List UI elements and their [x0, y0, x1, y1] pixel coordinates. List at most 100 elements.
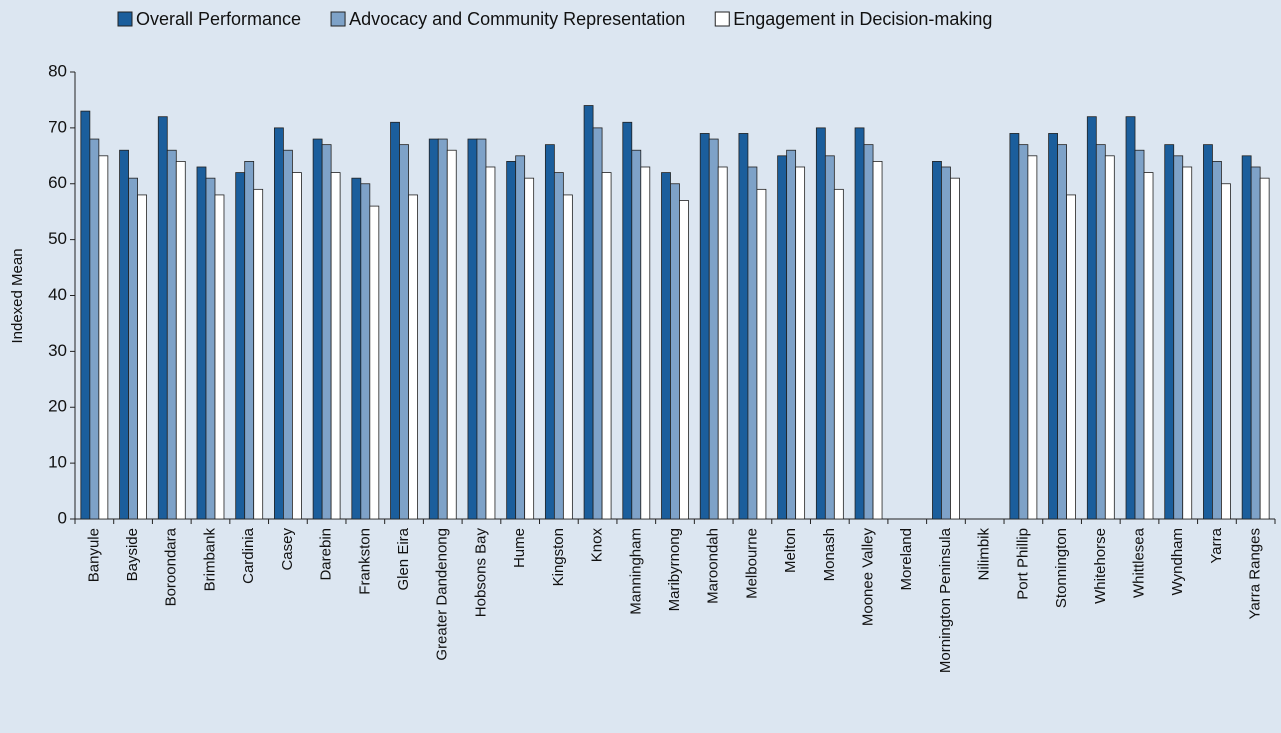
legend-swatch [330, 11, 346, 27]
legend-swatch [714, 11, 730, 27]
x-tick-label: Greater Dandenong [434, 528, 451, 661]
bar [214, 194, 225, 520]
legend-label: Advocacy and Community Representation [349, 9, 685, 29]
bar [1125, 116, 1136, 520]
bar [756, 188, 767, 520]
legend-label: Overall Performance [136, 9, 301, 29]
bar [1009, 133, 1020, 520]
bar [1203, 144, 1213, 520]
bar [777, 155, 788, 520]
x-tick-label: Whittlesea [1130, 527, 1147, 598]
x-tick-label: Moonee Valley [860, 528, 877, 627]
bar [1095, 144, 1106, 520]
x-tick-label: Mornington Peninsula [937, 527, 954, 673]
bar [408, 194, 418, 520]
bar [1048, 133, 1058, 520]
bar [1086, 116, 1097, 520]
bar [1027, 155, 1038, 520]
x-tick-label: Stonnington [1053, 528, 1070, 608]
bar [390, 121, 400, 520]
bar [166, 149, 177, 520]
bar [1164, 144, 1175, 520]
bar [1241, 155, 1252, 520]
bar [1182, 166, 1193, 520]
y-tick-label: 50 [48, 229, 67, 248]
bar [1221, 183, 1231, 520]
bar [815, 127, 826, 520]
bar [640, 166, 651, 520]
x-tick-label: Cardinia [240, 527, 257, 584]
bar [253, 188, 264, 520]
bar [661, 172, 671, 520]
x-tick-label: Bayside [124, 528, 141, 581]
x-tick-label: Maroondah [705, 528, 722, 604]
bar [1212, 160, 1222, 520]
y-tick-label: 40 [48, 285, 67, 304]
bar [1066, 194, 1076, 520]
y-axis-label: Indexed Mean [9, 248, 26, 343]
bar [1173, 155, 1184, 520]
x-tick-label: Manningham [627, 528, 644, 615]
bar [747, 166, 758, 520]
bar [292, 172, 302, 520]
bar [175, 160, 186, 520]
x-tick-label: Darebin [318, 528, 335, 581]
x-tick-label: Yarra [1208, 527, 1225, 563]
bar [1104, 155, 1115, 520]
bar [932, 160, 942, 520]
x-tick-label: Monash [821, 528, 838, 581]
bar [941, 166, 951, 520]
x-tick-label: Knox [589, 528, 606, 563]
x-tick-label: Brimbank [201, 528, 218, 592]
x-tick-label: Port Phillip [1014, 528, 1031, 600]
bar [330, 172, 341, 520]
bar [1018, 144, 1029, 520]
bar [795, 166, 806, 520]
bar [369, 205, 380, 520]
x-tick-label: Casey [279, 528, 296, 571]
x-tick-label: Melbourne [743, 528, 760, 599]
bar [738, 133, 749, 520]
legend-label: Engagement in Decision-making [733, 9, 992, 29]
x-tick-label: Moreland [898, 528, 915, 591]
bar [428, 138, 439, 520]
x-tick-label: Boroondara [163, 527, 180, 606]
bar [1134, 149, 1145, 520]
bar [137, 194, 147, 520]
bar [950, 177, 960, 520]
y-tick-label: 60 [48, 173, 67, 192]
bar [244, 160, 255, 520]
bar [157, 116, 168, 520]
bar [544, 144, 555, 520]
bar [622, 121, 633, 520]
bar [1259, 177, 1270, 520]
x-tick-label: Frankston [356, 528, 373, 595]
bar [1057, 144, 1067, 520]
bar [437, 138, 448, 520]
x-tick-label: Whitehorse [1092, 528, 1109, 604]
bar [467, 138, 478, 520]
bar [80, 110, 91, 520]
bar [274, 127, 284, 520]
bar [699, 133, 710, 520]
bar [786, 149, 797, 520]
bar [476, 138, 487, 520]
bar [1143, 172, 1154, 520]
bar [583, 105, 594, 520]
bar [446, 149, 457, 520]
bar [128, 177, 138, 520]
bar [679, 200, 689, 520]
x-tick-label: Maribyrnong [666, 528, 683, 611]
x-tick-label: Nilimbik [976, 528, 993, 581]
x-tick-label: Wyndham [1169, 528, 1186, 595]
bar [506, 160, 517, 520]
bar [824, 155, 835, 520]
bar [312, 138, 323, 520]
bar [235, 172, 246, 520]
bar [854, 127, 865, 520]
bar [351, 177, 362, 520]
y-tick-label: 10 [48, 453, 67, 472]
bar [196, 166, 207, 520]
bar [119, 149, 129, 520]
